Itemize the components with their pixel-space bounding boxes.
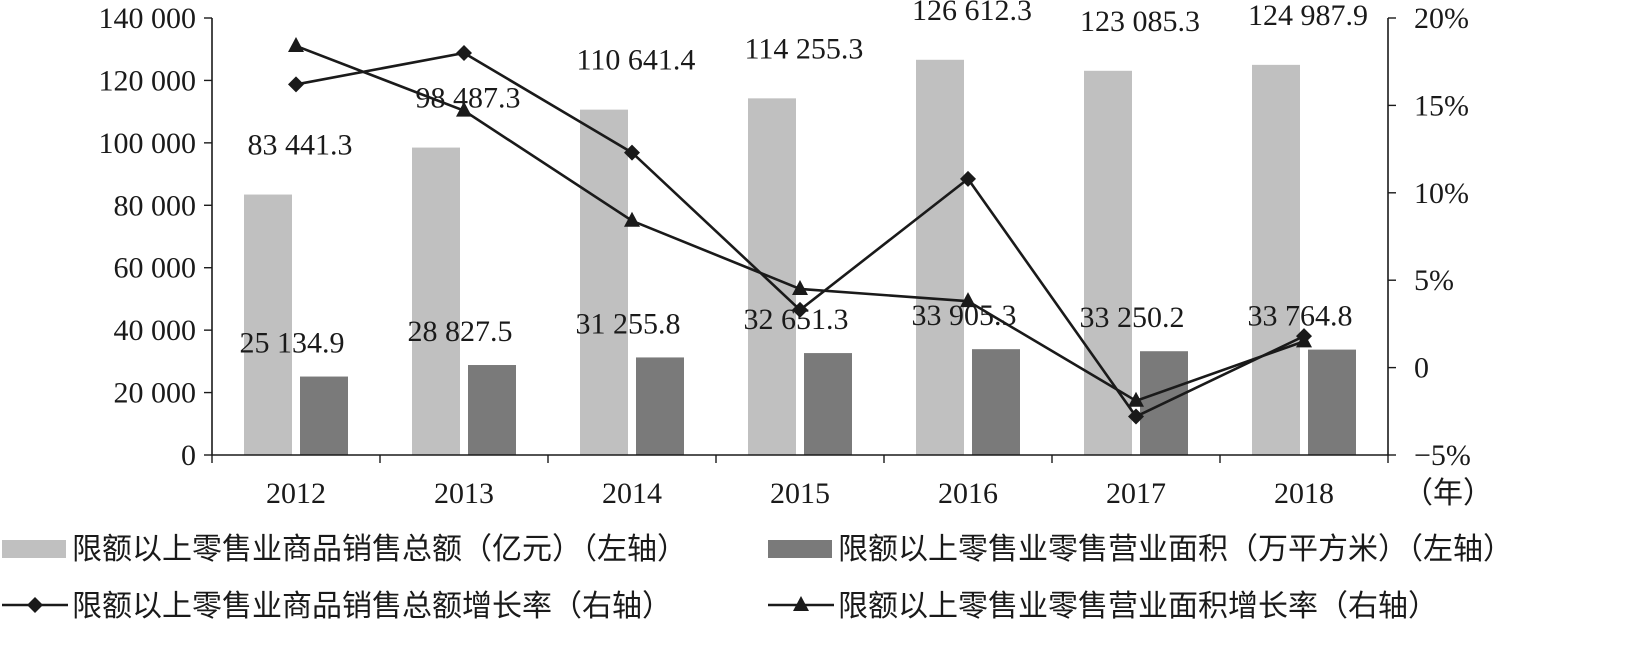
area-growth-point [624,211,640,227]
sales-growth-point [960,170,976,187]
legend-swatch-bar [2,540,66,558]
x-tick-label: 2014 [602,477,662,510]
left-tick-label: 100 000 [99,127,197,160]
bar-sales [916,59,964,455]
left-tick-label: 80 000 [114,189,197,222]
x-tick-label: 2016 [938,477,998,510]
right-tick-label: 20% [1414,2,1469,35]
area-value-label: 31 255.8 [576,307,681,340]
area-value-label: 33 250.2 [1080,301,1185,334]
sales-value-label: 83 441.3 [248,129,353,162]
sales-value-label: 123 085.3 [1080,5,1200,38]
x-tick-label: 2013 [434,477,494,510]
left-tick-label: 120 000 [99,64,197,97]
bar-sales [244,194,292,455]
area-value-label: 32 651.3 [744,303,849,336]
bar-area [804,353,852,455]
right-tick-label: −5% [1414,439,1471,472]
legend-marker-triangle [793,596,809,611]
area-value-label: 33 764.8 [1248,300,1353,333]
area-growth-point [456,101,472,117]
left-tick-label: 140 000 [99,2,197,35]
bar-area [636,357,684,455]
bar-sales [412,147,460,456]
data-label-layer: 83 441.3 98 487.3 110 641.4 114 255.3 126 61… [240,0,1369,360]
area-value-label: 33 905.3 [912,299,1017,332]
right-tick-label: 0 [1414,352,1429,385]
legend-marker-diamond [27,597,43,613]
area-value-label: 28 827.5 [408,315,513,348]
sales-growth-point [456,44,472,61]
sales-growth-point [288,76,304,93]
legend-label: 限额以上零售业零售营业面积（万平方米）（左轴） [838,532,1513,567]
x-tick-label: 2015 [770,477,830,510]
right-tick-label: 15% [1414,89,1469,122]
bar-area [300,376,348,455]
bar-area [1308,349,1356,455]
sales-value-label: 126 612.3 [912,0,1032,27]
x-tick-label: 2012 [266,477,326,510]
x-tick-label: 2018 [1274,477,1334,510]
bar-sales [580,109,628,455]
axes-layer: 0 20 000 40 000 60 000 80 000 100 000 120 000 1… [99,2,1494,510]
legend-label: 限额以上零售业零售营业面积增长率（右轴） [838,589,1438,624]
sales-value-label: 98 487.3 [416,82,521,115]
legend-label: 限额以上零售业商品销售总额增长率（右轴） [72,589,672,624]
legend-label: 限额以上零售业商品销售总额（亿元）（左轴） [72,532,687,567]
legend-swatch-bar [768,540,832,558]
area-growth-point [792,279,808,295]
bar-area [972,349,1020,455]
sales-growth-point [624,144,640,161]
bar-sales [1084,70,1132,455]
sales-value-label: 124 987.9 [1248,0,1368,32]
sales-growth-point [1128,408,1144,425]
legend: 限额以上零售业商品销售总额（亿元）（左轴） 限额以上零售业零售营业面积（万平方米）… [2,532,1513,624]
x-tick-label: 2017 [1106,477,1166,510]
left-tick-label: 0 [181,439,196,472]
left-tick-label: 60 000 [114,252,197,285]
area-growth-point [1296,332,1312,348]
area-growth-point [288,36,304,52]
sales-growth-point [792,301,808,318]
x-unit-label: （年） [1403,477,1493,510]
left-tick-label: 40 000 [114,314,197,347]
area-growth-point [960,292,976,308]
bar-sales [1252,64,1300,456]
left-tick-label: 20 000 [114,377,197,410]
line-layer [288,36,1312,425]
sales-value-label: 110 641.4 [577,44,696,77]
right-tick-label: 5% [1414,264,1454,297]
sales-value-label: 114 255.3 [745,32,864,65]
bar-layer [244,59,1356,456]
area-growth-point [1128,391,1144,407]
area-value-label: 25 134.9 [240,327,345,360]
right-tick-label: 10% [1414,177,1469,210]
bar-area [468,365,516,455]
